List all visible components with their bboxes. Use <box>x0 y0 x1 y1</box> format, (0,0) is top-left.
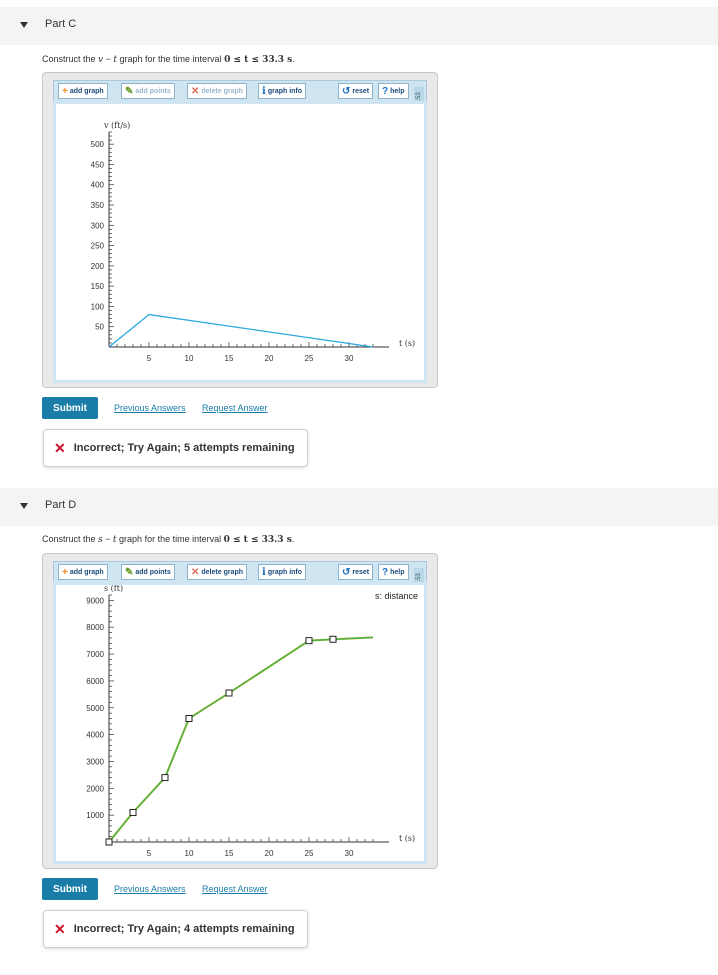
x-tick-label: 5 <box>147 849 152 858</box>
data-point <box>105 838 113 846</box>
y-tick-label: 2000 <box>86 784 104 793</box>
y-tick-label: 150 <box>91 282 105 291</box>
x-tick-label: 20 <box>265 849 274 858</box>
collapse-arrow-icon[interactable] <box>20 503 28 509</box>
y-tick-label: 5000 <box>86 704 104 713</box>
y-tick-label: 8000 <box>86 623 104 632</box>
y-tick-label: 7000 <box>86 650 104 659</box>
collapse-arrow-icon[interactable] <box>20 22 28 28</box>
graph-info-button[interactable]: i graph info <box>258 564 307 580</box>
delete-icon: ✕ <box>191 85 200 97</box>
y-tick-label: 6000 <box>86 677 104 686</box>
series-line <box>108 313 374 348</box>
part-c-title: Part C <box>45 18 77 30</box>
x-tick-label: 10 <box>185 849 194 858</box>
y-tick-label: 4000 <box>86 731 104 740</box>
reset-icon: ↺ <box>342 85 351 97</box>
y-tick-label: 450 <box>91 160 105 169</box>
info-icon: i <box>262 85 266 97</box>
add-points-button[interactable]: ✎ add points <box>121 564 175 580</box>
x-axis-label: t (s) <box>399 834 415 843</box>
help-icon: ? <box>382 85 389 97</box>
part-c-request-answer-link[interactable]: Request Answer <box>202 403 268 413</box>
part-c-header[interactable]: Part C <box>0 7 718 45</box>
x-tick-label: 15 <box>225 354 234 363</box>
x-tick-label: 20 <box>265 354 274 363</box>
info-icon: i <box>262 566 266 578</box>
y-tick-label: 200 <box>91 262 105 271</box>
data-point <box>225 689 233 697</box>
y-tick-label: 250 <box>91 242 105 251</box>
incorrect-icon: ✕ <box>54 439 66 456</box>
y-tick-label: 500 <box>91 140 105 149</box>
vt-graph-widget: + add graph ✎ add points ✕ delete graph i gr… <box>42 72 438 388</box>
y-tick-label: 300 <box>91 221 105 230</box>
data-point <box>129 808 137 816</box>
part-d-feedback: ✕ Incorrect; Try Again; 4 attempts remai… <box>43 910 308 948</box>
help-button[interactable]: ? help <box>378 564 409 580</box>
y-tick-label: 3000 <box>86 757 104 766</box>
x-tick-label: 30 <box>345 354 354 363</box>
y-tick-label: 400 <box>91 181 105 190</box>
part-d-title: Part D <box>45 499 77 511</box>
add-graph-button[interactable]: + add graph <box>58 564 108 580</box>
legend-label: s: distance <box>375 591 418 601</box>
reset-button[interactable]: ↺ reset <box>338 564 374 580</box>
part-c-prompt: Construct the v − t graph for the time i… <box>42 54 295 65</box>
x-tick-label: 30 <box>345 849 354 858</box>
x-tick-label: 25 <box>305 354 314 363</box>
graph-info-button[interactable]: i graph info <box>258 83 307 99</box>
reset-icon: ↺ <box>342 566 351 578</box>
delete-graph-button[interactable]: ✕ delete graph <box>187 83 248 99</box>
y-tick-label: 1000 <box>86 811 104 820</box>
part-d-prompt: Construct the s − t graph for the time i… <box>42 534 295 545</box>
y-tick-label: 350 <box>91 201 105 210</box>
delete-icon: ✕ <box>191 566 200 578</box>
part-d-feedback-text: Incorrect; Try Again; 4 attempts remaini… <box>73 923 295 935</box>
y-tick-label: 100 <box>91 302 105 311</box>
x-tick-label: 10 <box>185 354 194 363</box>
part-d-request-answer-link[interactable]: Request Answer <box>202 884 268 894</box>
add-graph-button[interactable]: + add graph <box>58 83 108 99</box>
plus-icon: + <box>62 566 68 578</box>
incorrect-icon: ✕ <box>54 920 66 937</box>
plus-icon: + <box>62 85 68 97</box>
part-c-feedback: ✕ Incorrect; Try Again; 5 attempts remai… <box>43 429 308 467</box>
graph-toolbar: + add graph ✎ add points ✕ delete graph i gr… <box>53 80 427 109</box>
vt-plot-frame[interactable]: 5 10 15 20 25 30 50 100 150 200 250 300 350 400 450 500… <box>53 101 427 383</box>
x-tick-label: 15 <box>225 849 234 858</box>
x-axis-label: t (s) <box>399 339 415 348</box>
st-plot-frame[interactable]: 5 10 15 20 25 30 1000 2000 3000 4000 5000 6000 7000 8… <box>53 582 427 864</box>
series-line <box>108 636 374 843</box>
st-graph-widget: + add graph ✎ add points ✕ delete graph i gr… <box>42 553 438 869</box>
part-d-submit-button[interactable]: Submit <box>42 878 98 900</box>
help-icon: ? <box>382 566 389 578</box>
x-tick-label: 5 <box>147 354 152 363</box>
y-axis-label: v (ft/s) <box>103 121 130 130</box>
y-tick-label: 9000 <box>86 596 104 605</box>
delete-graph-button[interactable]: ✕ delete graph <box>187 564 248 580</box>
part-d-previous-answers-link[interactable]: Previous Answers <box>114 884 186 894</box>
vt-chart[interactable]: 5 10 15 20 25 30 50 100 150 200 250 300 350 400 450 500… <box>56 104 424 380</box>
data-point <box>161 774 169 782</box>
part-c-previous-answers-link[interactable]: Previous Answers <box>114 403 186 413</box>
st-chart[interactable]: 5 10 15 20 25 30 1000 2000 3000 4000 5000 6000 7000 8… <box>56 585 424 861</box>
pencil-icon: ✎ <box>125 85 134 97</box>
series-line-shadow <box>108 636 374 843</box>
data-point <box>185 715 193 722</box>
x-tick-label: 25 <box>305 849 314 858</box>
reset-button[interactable]: ↺ reset <box>338 83 374 99</box>
part-c-submit-button[interactable]: Submit <box>42 397 98 419</box>
y-tick-label: 50 <box>95 323 104 332</box>
part-d-header[interactable]: Part D <box>0 488 718 526</box>
part-c-feedback-text: Incorrect; Try Again; 5 attempts remaini… <box>73 442 295 454</box>
help-button[interactable]: ? help <box>378 83 409 99</box>
add-points-button[interactable]: ✎ add points <box>121 83 175 99</box>
graph-toolbar: + add graph ✎ add points ✕ delete graph i gr… <box>53 561 427 590</box>
y-axis-label: s (ft) <box>104 585 123 593</box>
pencil-icon: ✎ <box>125 566 134 578</box>
data-point <box>329 635 337 643</box>
data-point <box>305 637 313 645</box>
